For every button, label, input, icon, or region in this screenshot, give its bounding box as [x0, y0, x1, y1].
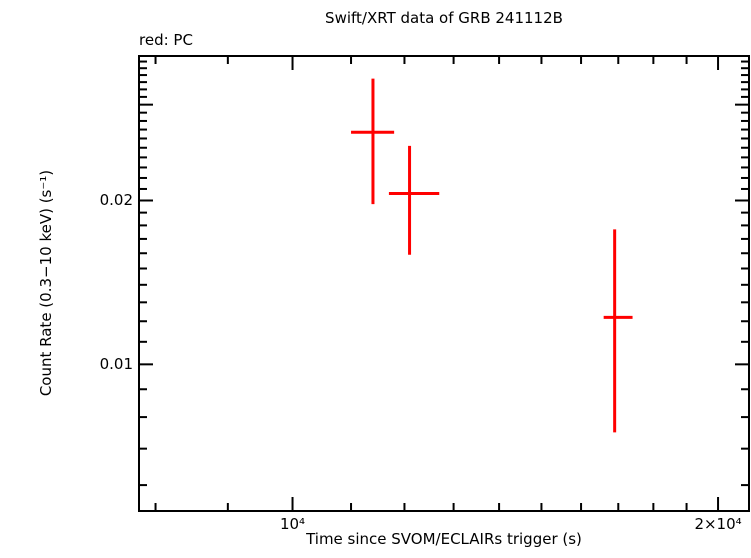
plot-area [138, 55, 750, 512]
y-axis-label: Count Rate (0.3−10 keV) (s⁻¹) [37, 169, 55, 397]
y-tick-label: 0.02 [99, 191, 133, 210]
mode-legend-label: red: PC [139, 31, 193, 49]
plot-canvas [140, 57, 748, 510]
chart-title: Swift/XRT data of GRB 241112B [325, 9, 563, 27]
x-axis-label: Time since SVOM/ECLAIRs trigger (s) [306, 530, 582, 548]
y-tick-label: 0.01 [99, 355, 133, 374]
